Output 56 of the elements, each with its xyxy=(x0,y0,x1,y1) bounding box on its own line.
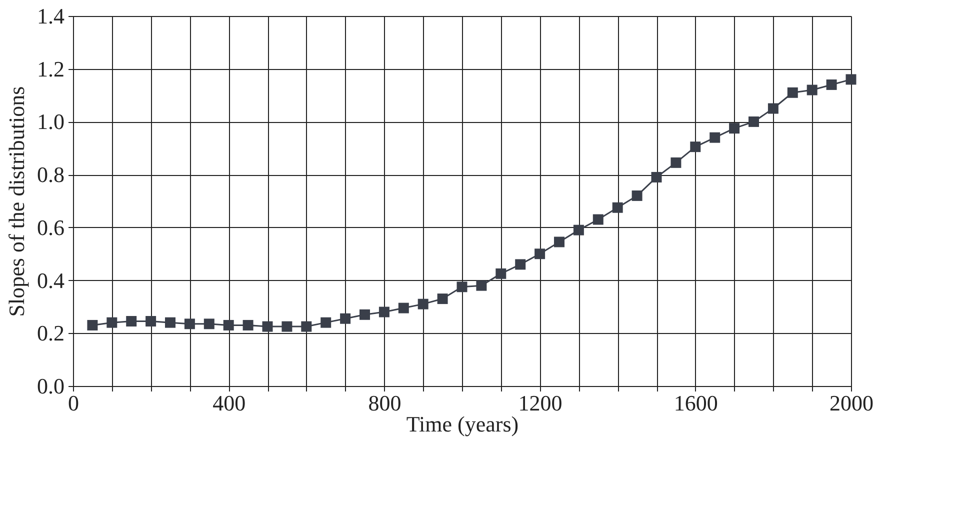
point xyxy=(282,321,292,332)
point xyxy=(184,318,195,330)
point xyxy=(826,79,837,90)
x-tick-label: 400 xyxy=(212,390,246,416)
point xyxy=(787,87,798,98)
point xyxy=(515,259,526,270)
point xyxy=(670,157,682,168)
point xyxy=(612,202,623,213)
point xyxy=(418,298,428,310)
y-tick-label: 1.2 xyxy=(37,56,64,82)
y-tick-label: 1.0 xyxy=(37,109,64,134)
point xyxy=(554,236,564,248)
point xyxy=(710,132,720,143)
y-tick-label: 0.2 xyxy=(37,320,64,346)
point xyxy=(729,123,740,134)
point xyxy=(262,321,273,332)
point xyxy=(748,116,759,127)
point xyxy=(242,320,254,330)
point xyxy=(456,282,468,292)
y-tick-label: 0.0 xyxy=(37,374,64,398)
x-tick-label: 800 xyxy=(368,390,402,416)
point xyxy=(496,268,506,279)
point xyxy=(476,280,487,291)
point xyxy=(632,190,642,201)
point xyxy=(768,103,778,114)
point xyxy=(146,316,156,326)
point xyxy=(592,214,604,225)
y-tick-label: 1.4 xyxy=(37,4,64,28)
point xyxy=(534,248,546,260)
point xyxy=(690,142,701,152)
y-axis-title: Slopes of the distributions xyxy=(4,86,29,317)
y-tick-label: 0.8 xyxy=(37,162,64,188)
point xyxy=(398,302,409,314)
point xyxy=(360,309,370,320)
point xyxy=(165,317,176,328)
point xyxy=(106,317,118,328)
point xyxy=(378,306,390,318)
point xyxy=(846,74,856,85)
point xyxy=(87,320,98,330)
y-tick-label: 0.6 xyxy=(37,214,64,240)
point xyxy=(126,316,137,326)
point xyxy=(204,318,214,330)
x-tick-label: 1600 xyxy=(674,390,718,416)
point xyxy=(320,317,332,328)
point xyxy=(223,320,234,330)
x-tick-label: 0 xyxy=(68,390,79,416)
x-axis-title: Time (years) xyxy=(406,412,519,436)
point xyxy=(437,294,448,304)
point xyxy=(806,84,818,96)
point xyxy=(301,321,312,332)
y-tick-label: 0.4 xyxy=(37,268,64,293)
x-tick-label: 1200 xyxy=(518,390,562,416)
point xyxy=(651,172,662,182)
x-tick-label: 2000 xyxy=(830,390,874,416)
point xyxy=(573,224,584,236)
point xyxy=(340,313,351,324)
